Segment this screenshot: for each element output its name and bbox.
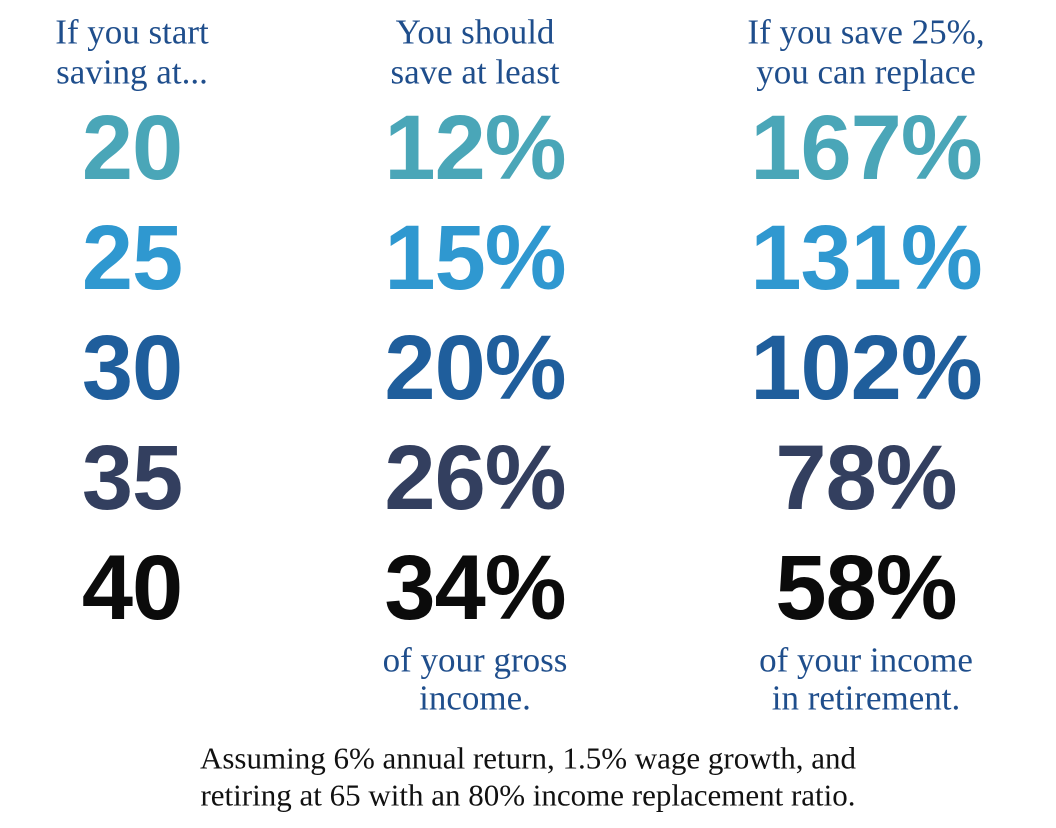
column-header: If you start: [55, 12, 209, 52]
figure: 35: [81, 427, 183, 529]
figure: 40: [81, 537, 183, 639]
column-header: saving at...: [56, 52, 208, 92]
figure: 102%: [750, 317, 982, 419]
figure: 26%: [384, 427, 566, 529]
figure: 34%: [384, 537, 566, 639]
column-header: you can replace: [756, 52, 976, 92]
figure: 20: [81, 97, 183, 199]
figure: 167%: [750, 97, 982, 199]
column-note: income.: [419, 678, 531, 718]
figure: 30: [81, 317, 183, 419]
column-note: of your income: [759, 640, 973, 680]
figure: 58%: [775, 537, 957, 639]
figure: 131%: [750, 207, 982, 309]
footnote: retiring at 65 with an 80% income replac…: [200, 777, 856, 813]
column-note: in retirement.: [771, 678, 961, 718]
figure: 20%: [384, 317, 566, 419]
column-note: of your gross: [382, 640, 568, 680]
column-header: You should: [395, 12, 555, 52]
column-header: If you save 25%,: [747, 12, 985, 52]
figure: 12%: [384, 97, 566, 199]
figure: 25: [81, 207, 183, 309]
figure: 78%: [775, 427, 957, 529]
figure: 15%: [384, 207, 566, 309]
column-header: save at least: [390, 52, 560, 92]
footnote: Assuming 6% annual return, 1.5% wage gro…: [199, 740, 857, 776]
